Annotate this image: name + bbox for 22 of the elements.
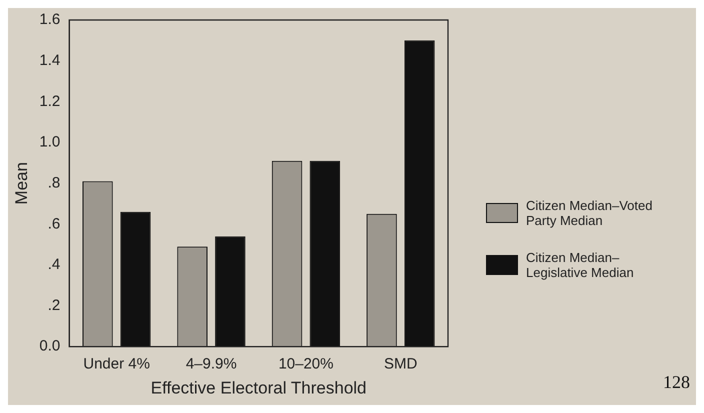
x-axis-title: Effective Electoral Threshold <box>150 378 367 398</box>
y-tick-label: 0.0 <box>39 338 60 355</box>
bar <box>215 236 246 347</box>
y-tick-label: .6 <box>48 215 60 232</box>
x-tick-label: SMD <box>384 356 418 373</box>
y-tick-label: 1.0 <box>39 134 60 151</box>
bar <box>404 40 435 347</box>
x-tick-label: 4–9.9% <box>186 356 237 373</box>
legend-label: Citizen Median–Legislative Median <box>526 250 635 280</box>
y-tick-label: 1.2 <box>39 92 60 110</box>
x-tick-label: 10–20% <box>278 356 334 373</box>
y-axis-title: Mean <box>12 162 31 205</box>
text: 128 <box>663 372 690 393</box>
bar <box>310 160 340 347</box>
y-tick-label: 1.6 <box>39 11 60 28</box>
y-tick-label: .4 <box>48 256 60 274</box>
y-tick-label: 1.4 <box>39 52 60 69</box>
legend-label: Citizen Median–Voted Party Median <box>526 198 654 228</box>
x-tick-label: Under 4% <box>83 356 150 373</box>
y-tick-label: .2 <box>48 296 60 314</box>
bar <box>120 212 151 347</box>
y-tick-label: .8 <box>48 174 60 192</box>
